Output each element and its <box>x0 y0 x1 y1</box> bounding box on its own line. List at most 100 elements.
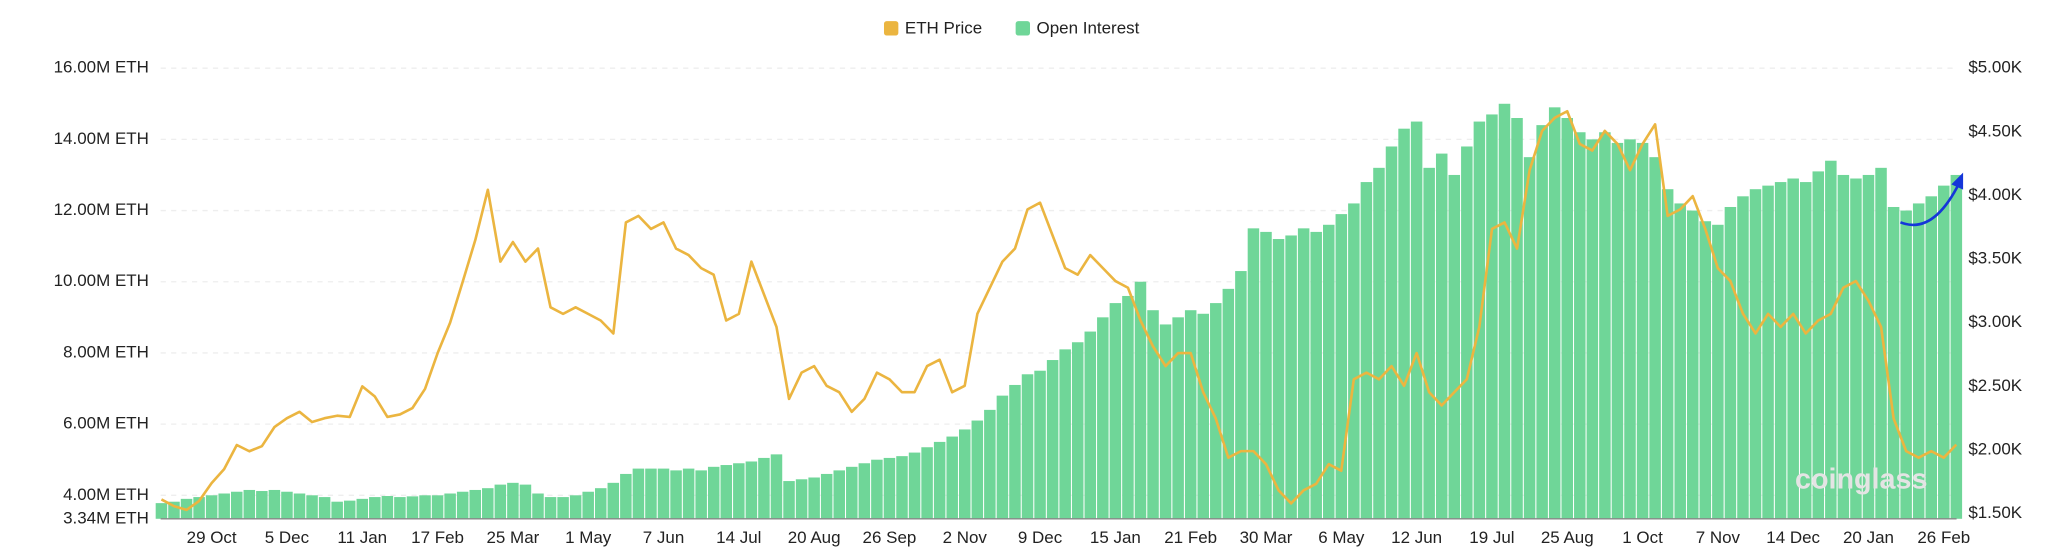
oi-bar <box>569 495 582 519</box>
oi-bar <box>933 441 946 519</box>
oi-bar <box>256 491 268 519</box>
bars-layer <box>155 67 1963 520</box>
oi-bar <box>1925 196 1937 519</box>
oi-bar <box>921 447 933 519</box>
oi-bar <box>1787 178 1799 519</box>
oi-bar <box>1172 317 1184 519</box>
oi-bar <box>1059 349 1071 519</box>
oi-bar <box>1247 228 1260 519</box>
oi-bar <box>230 491 243 519</box>
oi-bar <box>1034 370 1046 519</box>
x-tick-label: 14 Jul <box>716 528 761 547</box>
y-tick-label: 8.00M ETH <box>63 342 149 361</box>
oi-bar <box>1398 128 1410 519</box>
oi-bar <box>1310 231 1322 519</box>
y-tick-label: 6.00M ETH <box>63 414 149 433</box>
x-tick-label: 6 May <box>1318 528 1365 547</box>
y-tick-label: 3.34M ETH <box>63 508 149 527</box>
oi-bar <box>1699 221 1712 519</box>
oi-bar <box>1071 342 1084 519</box>
x-tick-label: 15 Jan <box>1090 528 1141 547</box>
oi-bar <box>620 473 632 519</box>
oi-bar <box>331 501 343 519</box>
x-tick-label: 2 Nov <box>943 528 988 547</box>
oi-bar <box>1272 239 1285 519</box>
oi-bar <box>1297 228 1310 519</box>
watermark: coinglass <box>1795 464 1927 496</box>
oi-bar <box>858 463 871 519</box>
oi-bar <box>1950 174 1963 519</box>
oi-bar <box>1611 142 1624 519</box>
oi-bar <box>469 489 481 519</box>
oi-bar <box>419 495 431 519</box>
x-tick-label: 14 Dec <box>1766 528 1820 547</box>
oi-bar <box>444 493 456 519</box>
oi-bar <box>883 457 896 519</box>
oi-bar <box>833 470 845 519</box>
oi-bar <box>1523 157 1536 519</box>
oi-bar <box>1649 157 1661 519</box>
oi-bar <box>243 489 256 519</box>
oi-bar <box>1335 214 1348 519</box>
oi-bar <box>1912 203 1925 519</box>
oi-bar <box>507 482 519 519</box>
oi-bar <box>707 466 720 519</box>
oi-bar <box>846 466 858 519</box>
oi-bar <box>205 495 218 519</box>
oi-bar <box>657 468 670 519</box>
legend-label: ETH Price <box>905 18 982 37</box>
x-tick-label: 5 Dec <box>265 528 310 547</box>
oi-bar <box>1222 288 1235 519</box>
x-tick-label: 26 Sep <box>863 528 917 547</box>
x-tick-label: 7 Jun <box>643 528 685 547</box>
x-tick-label: 1 May <box>565 528 612 547</box>
oi-bar <box>1762 185 1774 519</box>
x-tick-label: 17 Feb <box>411 528 464 547</box>
oi-bar <box>1021 374 1034 519</box>
oi-bar <box>971 420 984 519</box>
oi-bar <box>394 497 406 519</box>
oi-bar <box>1235 271 1247 519</box>
oi-bar <box>896 456 908 519</box>
oi-bar <box>482 488 494 519</box>
oi-bar <box>1687 210 1699 519</box>
oi-bar <box>682 468 695 519</box>
oi-bar <box>984 409 996 519</box>
oi-bar <box>1134 281 1147 519</box>
oi-bar <box>369 497 381 519</box>
x-tick-label: 19 Jul <box>1469 528 1514 547</box>
oi-bar <box>1875 167 1887 519</box>
oi-bar <box>1674 203 1686 519</box>
oi-bar <box>670 470 682 519</box>
x-tick-label: 25 Aug <box>1541 528 1594 547</box>
oi-bar <box>1837 174 1850 519</box>
oi-bar <box>1197 313 1209 519</box>
oi-bar <box>318 497 331 519</box>
oi-bar <box>1850 178 1862 519</box>
y2-tick-label: $1.50K <box>1968 503 2022 522</box>
oi-bar <box>607 482 620 519</box>
oi-bar <box>745 461 758 519</box>
x-tick-label: 9 Dec <box>1018 528 1063 547</box>
oi-bar <box>820 473 833 519</box>
oi-bar <box>431 495 444 519</box>
oi-bar <box>381 496 394 519</box>
oi-bar <box>1862 174 1875 519</box>
oi-bar <box>645 468 657 519</box>
oi-bar <box>1536 125 1548 519</box>
oi-bar <box>406 496 419 519</box>
oi-bar <box>1147 310 1159 519</box>
oi-bar <box>1574 132 1586 519</box>
y2-tick-label: $4.00K <box>1968 185 2022 204</box>
oi-bar <box>519 484 532 519</box>
oi-bar <box>193 497 205 519</box>
y-tick-label: 12.00M ETH <box>54 200 149 219</box>
x-tick-label: 29 Oct <box>187 528 237 547</box>
oi-bar <box>1448 174 1461 519</box>
oi-bar <box>343 500 356 519</box>
oi-bar <box>1737 196 1749 519</box>
oi-bar <box>1624 139 1636 519</box>
oi-bar <box>1323 224 1335 519</box>
oi-bar <box>268 489 281 519</box>
